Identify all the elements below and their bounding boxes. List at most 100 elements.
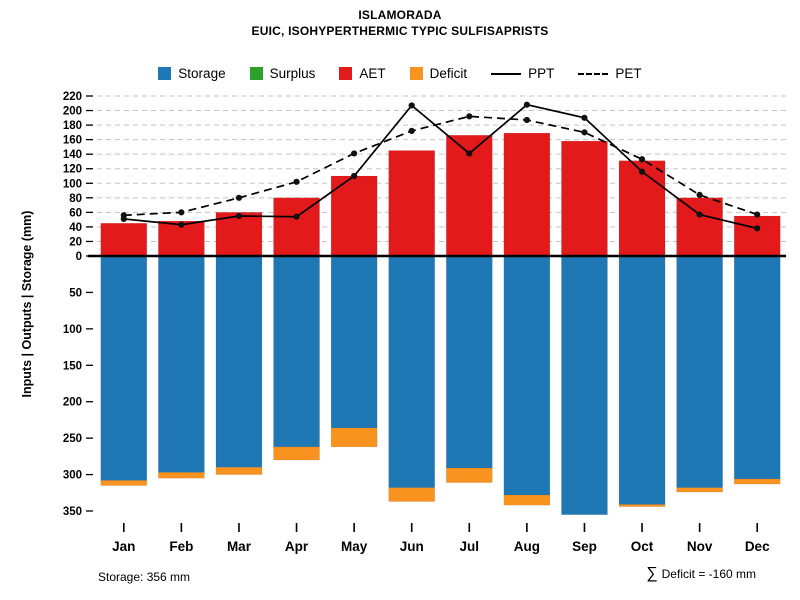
ppt-solid-line-icon bbox=[491, 72, 522, 75]
legend-label-pet: PET bbox=[615, 66, 642, 81]
legend-label-aet: AET bbox=[359, 66, 386, 81]
legend-label-deficit: Deficit bbox=[429, 66, 468, 81]
pet-point bbox=[351, 150, 358, 157]
ppt-point bbox=[408, 102, 415, 109]
deficit-bar bbox=[388, 487, 435, 502]
month-label: May bbox=[341, 539, 368, 554]
aet-bar bbox=[273, 197, 320, 257]
legend-item-surplus: Surplus bbox=[249, 66, 316, 81]
legend-item-deficit: Deficit bbox=[409, 66, 468, 81]
ppt-point bbox=[178, 221, 185, 228]
storage-bar bbox=[561, 255, 608, 515]
deficit-bar bbox=[158, 472, 205, 479]
ppt-point bbox=[351, 172, 358, 180]
pet-point bbox=[466, 113, 473, 120]
month-label: Jan bbox=[112, 539, 135, 554]
ppt-point bbox=[581, 114, 588, 121]
aet-bar bbox=[676, 197, 723, 257]
legend-item-aet: AET bbox=[339, 66, 386, 81]
surplus-swatch-icon bbox=[249, 67, 263, 80]
y-tick-label: 50 bbox=[69, 287, 82, 299]
legend-label-storage: Storage bbox=[178, 66, 226, 81]
month-label: Jul bbox=[460, 539, 480, 554]
pet-point bbox=[235, 194, 243, 201]
legend-item-storage: Storage bbox=[158, 66, 226, 81]
aet-bar bbox=[561, 140, 608, 257]
storage-bar bbox=[446, 255, 493, 469]
pet-point bbox=[696, 191, 703, 199]
ppt-point bbox=[696, 211, 703, 218]
month-label: Apr bbox=[285, 539, 309, 554]
y-tick-label: 150 bbox=[63, 360, 82, 372]
y-tick-label: 120 bbox=[63, 164, 82, 176]
month-label: Nov bbox=[687, 539, 713, 554]
aet-bar bbox=[215, 212, 263, 257]
chart-title: ISLAMORADA bbox=[358, 8, 442, 22]
pet-point bbox=[293, 178, 300, 185]
storage-bar bbox=[676, 255, 723, 488]
aet-bar bbox=[733, 215, 781, 257]
pet-line bbox=[123, 115, 758, 217]
deficit-bar bbox=[215, 467, 263, 475]
month-label: Sep bbox=[572, 539, 597, 554]
y-tick-label: 350 bbox=[63, 506, 82, 518]
y-tick-label: 100 bbox=[63, 178, 82, 190]
month-label: Feb bbox=[169, 539, 193, 554]
y-tick-label: 250 bbox=[63, 433, 82, 445]
y-tick-label: 60 bbox=[69, 207, 82, 219]
y-tick-label: 300 bbox=[63, 470, 82, 482]
month-label: Jun bbox=[400, 539, 424, 554]
y-tick-label: 0 bbox=[76, 251, 82, 263]
ppt-point bbox=[293, 213, 300, 220]
storage-annotation: Storage: 356 mm bbox=[98, 570, 191, 584]
legend-label-ppt: PPT bbox=[528, 66, 555, 81]
y-tick-label: 160 bbox=[63, 135, 82, 147]
y-tick-label: 200 bbox=[63, 106, 82, 118]
aet-bar bbox=[503, 132, 551, 257]
deficit-bar bbox=[503, 494, 551, 506]
pet-point bbox=[754, 211, 761, 218]
pet-point bbox=[581, 129, 588, 136]
deficit-swatch-icon bbox=[409, 67, 423, 80]
month-label: Dec bbox=[745, 539, 770, 554]
deficit-bar bbox=[733, 478, 781, 485]
deficit-bar bbox=[273, 446, 320, 461]
deficit-bar bbox=[618, 504, 666, 507]
storage-bar bbox=[618, 255, 666, 505]
deficit-bar bbox=[676, 487, 723, 493]
storage-bar bbox=[273, 255, 320, 448]
y-tick-label: 200 bbox=[63, 397, 82, 409]
y-tick-label: 40 bbox=[69, 222, 82, 234]
storage-swatch-icon bbox=[158, 67, 172, 80]
ppt-point bbox=[754, 225, 761, 232]
deficit-bar bbox=[330, 427, 378, 448]
aet-bar bbox=[100, 223, 148, 257]
legend-label-surplus: Surplus bbox=[269, 66, 316, 81]
pet-point bbox=[523, 116, 530, 124]
pet-point bbox=[120, 212, 127, 219]
ppt-point bbox=[466, 150, 473, 157]
y-tick-label: 80 bbox=[69, 193, 82, 205]
deficit-total-text: Deficit = -160 mm bbox=[661, 567, 756, 581]
deficit-bar bbox=[446, 467, 493, 483]
aet-bar bbox=[330, 175, 378, 257]
y-tick-label: 140 bbox=[63, 149, 82, 161]
aet-bar bbox=[618, 160, 666, 257]
deficit-bar bbox=[100, 480, 148, 486]
aet-swatch-icon bbox=[339, 67, 353, 80]
deficit-annotation: ∑ Deficit = -160 mm bbox=[646, 565, 756, 582]
storage-bar bbox=[100, 255, 148, 481]
legend-item-ppt: PPT bbox=[491, 66, 554, 81]
storage-bar bbox=[158, 255, 205, 473]
ppt-point bbox=[638, 168, 646, 175]
storage-bar bbox=[503, 255, 551, 496]
pet-dashed-line-icon bbox=[578, 72, 609, 75]
ppt-line bbox=[123, 103, 758, 230]
sigma-symbol: ∑ bbox=[646, 565, 658, 582]
pet-point bbox=[638, 156, 646, 163]
pet-point bbox=[178, 209, 185, 216]
y-tick-label: 20 bbox=[69, 236, 82, 248]
ppt-point bbox=[235, 212, 243, 220]
